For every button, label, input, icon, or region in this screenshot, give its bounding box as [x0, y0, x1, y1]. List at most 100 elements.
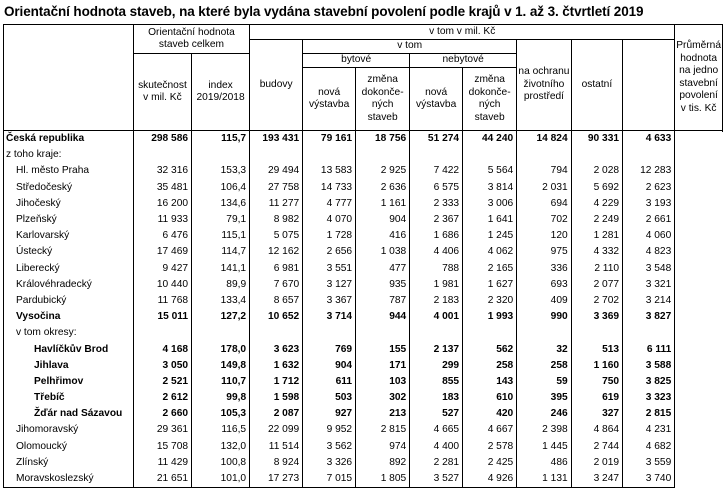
cell-value: 120 — [516, 228, 572, 245]
cell-value: 3 326 — [302, 454, 357, 471]
cell-value: 6 981 — [249, 260, 304, 277]
cell-value: 1 245 — [462, 228, 518, 245]
corner-cell — [3, 24, 134, 131]
cell-value: 1 981 — [409, 276, 464, 293]
cell-value: 298 586 — [132, 130, 193, 148]
cell-value: 10 440 — [132, 276, 193, 293]
header-budovy: budovy — [249, 39, 304, 131]
table-header: Orientační hodnota staveb celkem v tom v… — [3, 24, 723, 131]
cell-value: 59 — [516, 373, 572, 390]
cell-value: 15 708 — [132, 438, 193, 455]
cell-value: 127,2 — [191, 309, 251, 326]
table-row: z toho kraje: — [3, 147, 723, 164]
header-nova-vystavba-nebytove: nová výstavba — [409, 67, 464, 131]
cell-value: 32 — [516, 341, 572, 358]
table-row: Pelhřimov 2 521 110,7 1 712 611 103 855 143 59 75… — [3, 373, 723, 390]
table-row: Karlovarský 6 476 115,1 5 075 1 728 416 1 686 1… — [3, 228, 723, 245]
cell-value: 2 623 — [622, 179, 676, 196]
table-row: Žďár nad Sázavou 2 660 105,3 2 087 927 213 527… — [3, 406, 723, 423]
cell-value: 769 — [302, 341, 357, 358]
cell-value: 2 744 — [570, 438, 624, 455]
cell-value: 1 627 — [462, 276, 518, 293]
cell-value: 3 006 — [462, 195, 518, 212]
table-body: Česká republika 298 586 115,7 193 431 79 161… — [3, 130, 723, 489]
cell-value: 2 183 — [409, 292, 464, 310]
cell-value — [355, 325, 411, 342]
cell-value: 4 001 — [409, 309, 464, 326]
cell-value: 2 367 — [409, 211, 464, 229]
cell-value: 2 815 — [622, 406, 676, 423]
cell-value: 4 062 — [462, 244, 518, 261]
cell-value: 299 — [409, 357, 464, 374]
cell-value: 4 682 — [622, 438, 676, 455]
cell-value: 3 740 — [622, 470, 676, 489]
cell-value: 132,0 — [191, 438, 251, 455]
cell-value: 79,1 — [191, 211, 251, 229]
cell-value: 944 — [355, 309, 411, 326]
cell-value: 12 283 — [622, 163, 676, 180]
cell-value — [132, 325, 193, 342]
cell-value: 2 815 — [355, 422, 411, 439]
table-row: Olomoucký 15 708 132,0 11 514 3 562 974 4 400 2… — [3, 438, 723, 455]
cell-value: 12 162 — [249, 244, 304, 261]
row-label: Liberecký — [3, 260, 134, 277]
row-label: Pelhřimov — [3, 373, 134, 390]
cell-value: 2 398 — [516, 422, 572, 439]
cell-value: 2 660 — [132, 406, 193, 423]
cell-value: 610 — [462, 390, 518, 407]
cell-value: 17 273 — [249, 470, 304, 489]
cell-value: 3 714 — [302, 309, 357, 326]
header-index: index 2019/2018 — [191, 53, 251, 131]
cell-value: 4 060 — [622, 228, 676, 245]
row-label: Královéhradecký — [3, 276, 134, 293]
cell-value: 975 — [516, 244, 572, 261]
header-skutecnost: skutečnost v mil. Kč — [132, 53, 193, 131]
cell-value: 8 982 — [249, 211, 304, 229]
row-label: Pardubický — [3, 292, 134, 310]
cell-value: 10 652 — [249, 309, 304, 326]
cell-value: 3 369 — [570, 309, 624, 326]
cell-value: 3 559 — [622, 454, 676, 471]
table-row: Středočeský 35 481 106,4 27 758 14 733 2 636 6… — [3, 179, 723, 196]
cell-value: 11 514 — [249, 438, 304, 455]
cell-value: 4 665 — [409, 422, 464, 439]
cell-value: 2 077 — [570, 276, 624, 293]
cell-value: 2 333 — [409, 195, 464, 212]
cell-value: 336 — [516, 260, 572, 277]
cell-value: 1 641 — [462, 211, 518, 229]
cell-value — [409, 325, 464, 342]
cell-value: 3 548 — [622, 260, 676, 277]
cell-value: 3 323 — [622, 390, 676, 407]
cell-value: 1 686 — [409, 228, 464, 245]
cell-value: 4 231 — [622, 422, 676, 439]
cell-value: 4 070 — [302, 211, 357, 229]
cell-value: 3 827 — [622, 309, 676, 326]
cell-value: 18 756 — [355, 130, 411, 148]
table-row: Zlínský 11 429 100,8 8 924 3 326 892 2 281 2 42… — [3, 454, 723, 471]
cell-value: 89,9 — [191, 276, 251, 293]
header-bytove: bytové — [302, 53, 411, 68]
cell-value — [249, 147, 304, 164]
cell-value: 2 521 — [132, 373, 193, 390]
cell-value: 3 527 — [409, 470, 464, 489]
cell-value: 2 702 — [570, 292, 624, 310]
cell-value: 4 823 — [622, 244, 676, 261]
cell-value: 527 — [409, 406, 464, 423]
cell-value: 16 200 — [132, 195, 193, 212]
cell-value: 416 — [355, 228, 411, 245]
cell-value — [249, 325, 304, 342]
cell-value: 3 127 — [302, 276, 357, 293]
header-nova-vystavba-bytove: nová výstavba — [302, 67, 357, 131]
cell-value: 2 281 — [409, 454, 464, 471]
cell-value: 4 400 — [409, 438, 464, 455]
table-row: Královéhradecký 10 440 89,9 7 670 3 127 935 1 … — [3, 276, 723, 293]
data-table: Orientační hodnota staveb celkem v tom v… — [3, 24, 723, 489]
cell-value: 3 050 — [132, 357, 193, 374]
cell-value: 1 993 — [462, 309, 518, 326]
cell-value: 2 636 — [355, 179, 411, 196]
cell-value — [191, 147, 251, 164]
cell-value: 2 031 — [516, 179, 572, 196]
table-row: Pardubický 11 768 133,4 8 657 3 367 787 2 183 2… — [3, 292, 723, 310]
cell-value: 892 — [355, 454, 411, 471]
cell-value: 3 367 — [302, 292, 357, 310]
